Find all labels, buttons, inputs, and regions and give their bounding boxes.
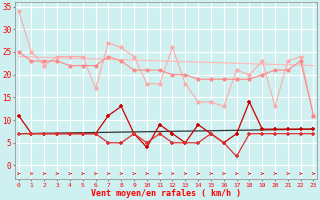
X-axis label: Vent moyen/en rafales ( km/h ): Vent moyen/en rafales ( km/h ): [91, 189, 241, 198]
